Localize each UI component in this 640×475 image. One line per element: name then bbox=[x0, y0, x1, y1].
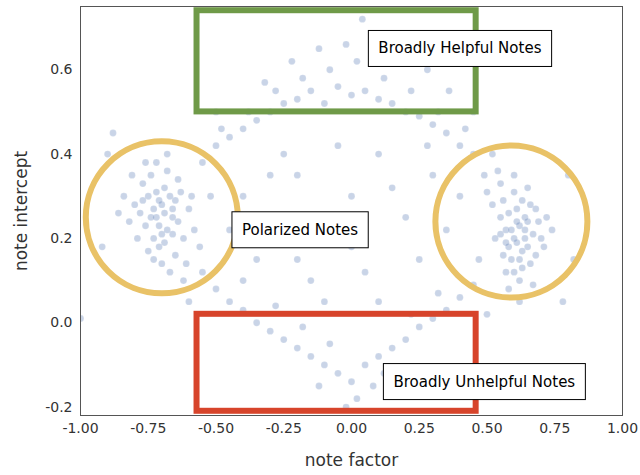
svg-text:-0.25: -0.25 bbox=[266, 420, 302, 436]
svg-text:0.25: 0.25 bbox=[404, 420, 435, 436]
svg-text:0.2: 0.2 bbox=[50, 230, 72, 246]
svg-text:note intercept: note intercept bbox=[11, 151, 31, 272]
svg-text:Broadly Unhelpful Notes: Broadly Unhelpful Notes bbox=[393, 373, 575, 391]
svg-text:0.75: 0.75 bbox=[539, 420, 570, 436]
svg-text:-0.2: -0.2 bbox=[45, 399, 72, 415]
svg-text:-0.75: -0.75 bbox=[130, 420, 166, 436]
svg-text:0.4: 0.4 bbox=[50, 146, 72, 162]
svg-text:0.00: 0.00 bbox=[336, 420, 367, 436]
svg-text:0.6: 0.6 bbox=[50, 61, 72, 77]
svg-text:-1.00: -1.00 bbox=[62, 420, 98, 436]
svg-text:0.0: 0.0 bbox=[50, 314, 72, 330]
svg-text:note factor: note factor bbox=[305, 450, 399, 470]
svg-text:Broadly Helpful Notes: Broadly Helpful Notes bbox=[378, 39, 541, 57]
svg-text:Polarized Notes: Polarized Notes bbox=[242, 221, 358, 239]
svg-text:0.50: 0.50 bbox=[471, 420, 502, 436]
svg-text:1.00: 1.00 bbox=[607, 420, 638, 436]
svg-text:-0.50: -0.50 bbox=[198, 420, 234, 436]
